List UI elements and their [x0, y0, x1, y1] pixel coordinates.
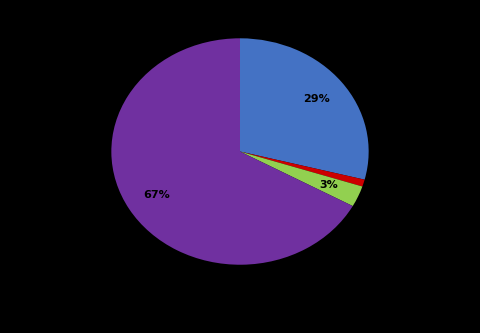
Wedge shape	[240, 152, 362, 206]
Wedge shape	[111, 38, 353, 265]
Wedge shape	[240, 152, 365, 186]
Text: 67%: 67%	[144, 190, 170, 200]
Wedge shape	[240, 38, 369, 180]
Text: 29%: 29%	[303, 95, 330, 105]
Text: 3%: 3%	[319, 180, 338, 190]
